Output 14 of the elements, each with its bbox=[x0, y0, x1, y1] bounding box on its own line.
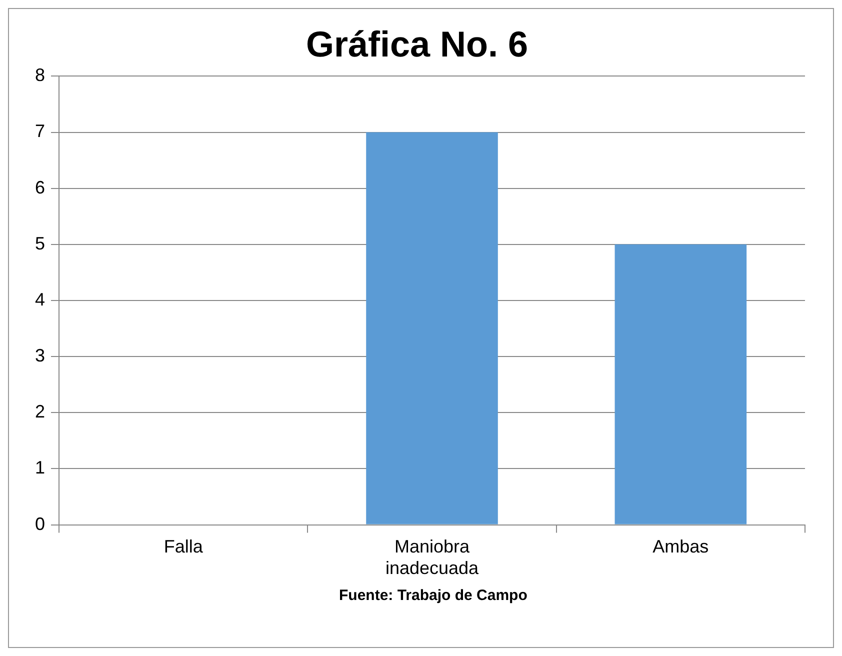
y-tick-label: 6 bbox=[34, 177, 46, 198]
y-tick-label: 3 bbox=[34, 346, 46, 366]
y-tick-label: 4 bbox=[34, 289, 46, 310]
x-tick-label: Ambas bbox=[652, 536, 709, 557]
y-tick-label: 2 bbox=[34, 402, 46, 422]
y-tick-label: 1 bbox=[34, 458, 46, 478]
source-note: Fuente: Trabajo de Campo bbox=[339, 587, 528, 604]
x-tick-label: Maniobra inadecuada bbox=[385, 536, 480, 578]
chart-title: Gráfica No. 6 bbox=[306, 24, 528, 65]
y-tick-label: 8 bbox=[34, 65, 46, 86]
y-tick-label: 7 bbox=[34, 121, 46, 142]
y-tick-label: 0 bbox=[34, 514, 46, 534]
x-tick-label: Falla bbox=[164, 536, 204, 557]
y-tick-label: 5 bbox=[34, 233, 46, 254]
